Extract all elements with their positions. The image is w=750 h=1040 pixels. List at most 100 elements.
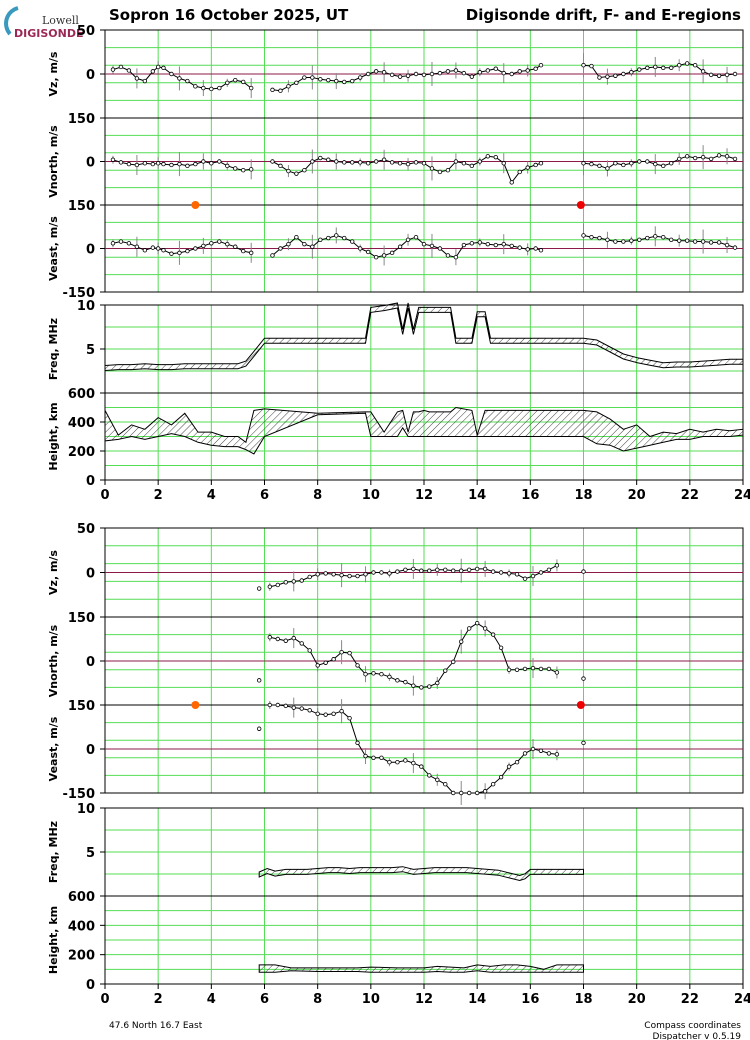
- footer-coords: Compass coordinates: [644, 1021, 741, 1031]
- data-point: [724, 242, 730, 248]
- data-point: [134, 244, 140, 249]
- panel-0-0: 50 0 Vz, m/s: [47, 24, 744, 119]
- data-point: [185, 78, 190, 84]
- data-point: [538, 62, 544, 68]
- tick-label-x: 0: [100, 488, 109, 503]
- data-point: [363, 753, 368, 759]
- data-point: [142, 78, 148, 84]
- data-point: [445, 253, 451, 258]
- data-point: [509, 180, 514, 185]
- data-point: [469, 163, 475, 169]
- data-point: [310, 244, 315, 249]
- tick-label-y: 0: [86, 68, 95, 83]
- data-point: [397, 161, 403, 166]
- data-point: [427, 568, 432, 573]
- tick-label-x: 0: [100, 992, 109, 1007]
- data-point: [538, 748, 544, 753]
- data-point: [177, 161, 182, 167]
- tick-label-x: 8: [313, 488, 322, 503]
- data-point: [517, 169, 522, 175]
- data-point: [498, 774, 504, 780]
- tick-label-x: 12: [415, 992, 433, 1007]
- data-point: [267, 702, 273, 708]
- data-point: [469, 241, 475, 246]
- data-point: [466, 790, 472, 796]
- horizontal-gridlines: [105, 134, 743, 189]
- data-point: [477, 240, 483, 245]
- tick-label-x: 10: [362, 992, 380, 1007]
- data-point: [669, 65, 674, 71]
- data-point: [233, 77, 238, 83]
- data-point: [605, 166, 610, 171]
- tick-label-y: 0: [86, 978, 95, 993]
- data-point: [201, 243, 206, 249]
- tick-label-y: 0: [86, 567, 95, 582]
- data-point: [708, 156, 714, 162]
- data-point: [506, 764, 512, 769]
- data-point: [421, 241, 427, 247]
- sunset-icon: [576, 201, 585, 209]
- data-point: [209, 241, 214, 246]
- data-point: [315, 663, 320, 668]
- data-point: [326, 157, 331, 162]
- data-point: [161, 161, 166, 167]
- data-point: [589, 63, 594, 69]
- data-point: [459, 639, 464, 644]
- data-point: [621, 162, 626, 168]
- panel-1-3: 10 5 Freq, MHz: [47, 802, 744, 897]
- data-point: [350, 160, 355, 165]
- data-point: [493, 242, 498, 248]
- height-band: [258, 964, 584, 973]
- data-point: [233, 244, 238, 249]
- data-point: [451, 568, 456, 573]
- data-point: [451, 659, 456, 665]
- panel-0-3: 10 5 Freq, MHz: [47, 299, 744, 394]
- tick-label-x: 16: [521, 488, 539, 503]
- data-point: [294, 234, 299, 240]
- data-point: [514, 572, 520, 577]
- data-point: [522, 666, 528, 672]
- data-point: [498, 570, 504, 575]
- data-point: [514, 667, 520, 672]
- data-point: [482, 789, 488, 794]
- tick-label-y: 400: [68, 416, 95, 431]
- data-point: [533, 162, 538, 168]
- data-point: [339, 572, 344, 578]
- data-point: [411, 683, 416, 688]
- outlier-point: [581, 676, 586, 681]
- tick-label-y: 10: [77, 802, 95, 817]
- data-point: [286, 84, 291, 89]
- tick-label-y: 150: [68, 199, 95, 214]
- data-point: [389, 250, 395, 256]
- data-point: [326, 77, 331, 83]
- data-point: [267, 635, 273, 640]
- data-point: [653, 64, 658, 70]
- data-point: [118, 64, 124, 70]
- data-point: [126, 161, 132, 167]
- data-point: [453, 255, 459, 260]
- data-point: [334, 78, 339, 84]
- data-point: [342, 79, 347, 85]
- logo-lowell: Lowell: [42, 14, 79, 27]
- data-point: [403, 567, 408, 573]
- data-point: [331, 572, 336, 577]
- data-point: [581, 62, 586, 68]
- data-point: [677, 62, 682, 68]
- data-point: [169, 162, 174, 168]
- outlier-point: [581, 740, 586, 746]
- outlier-point: [256, 726, 262, 731]
- data-point: [581, 161, 586, 166]
- data-point: [653, 234, 658, 239]
- data-point: [249, 85, 254, 91]
- data-point: [435, 567, 440, 573]
- data-point: [209, 161, 214, 166]
- axis-label-y: Height, km: [47, 402, 60, 470]
- data-point: [347, 573, 352, 579]
- data-point: [637, 67, 642, 72]
- data-point: [589, 161, 594, 167]
- horizontal-gridlines: [105, 722, 743, 776]
- data-point: [692, 239, 698, 244]
- data-point: [700, 69, 706, 74]
- data-point: [485, 241, 490, 247]
